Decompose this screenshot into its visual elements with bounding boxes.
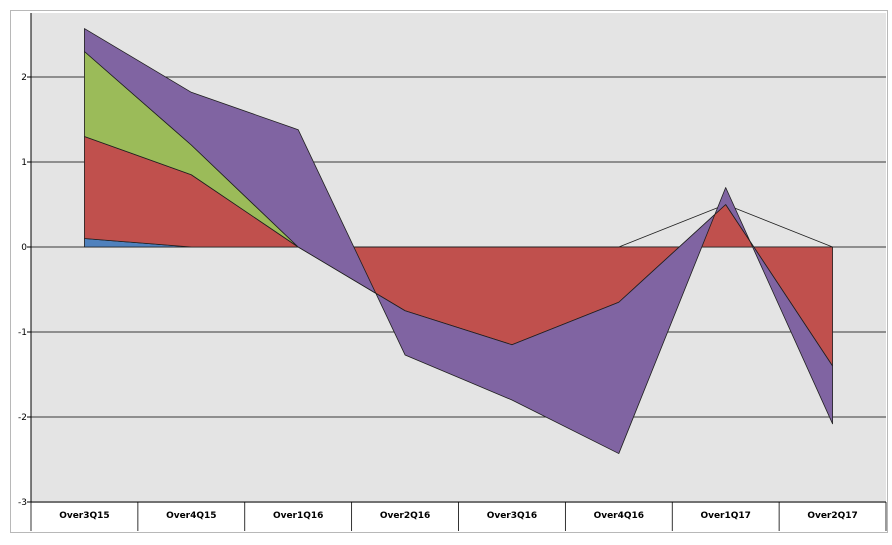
axes: 2 1 0 -1 -2 -3 Over3Q15 Over4Q15 Over1Q16 Over2Q1… (18, 13, 887, 531)
x-tick-label: Over4Q16 (594, 511, 645, 521)
y-tick-label: -2 (18, 413, 27, 423)
area-series (84, 28, 833, 454)
x-tick-label: Over3Q15 (59, 511, 110, 521)
y-tick-label: 0 (21, 243, 27, 253)
x-tick-label: Over1Q16 (273, 511, 324, 521)
y-tick-label: -3 (18, 498, 27, 508)
x-tick-label: Over1Q17 (700, 511, 751, 521)
x-tick-label: Over4Q15 (166, 511, 217, 521)
x-tick-label: Over2Q16 (380, 511, 431, 521)
x-tick-label: Over2Q17 (807, 511, 858, 521)
area-series-4 (84, 28, 833, 454)
y-tick-label: 1 (21, 158, 27, 168)
x-tick-label: Over3Q16 (487, 511, 538, 521)
y-tick-label: -1 (18, 328, 27, 338)
y-tick-label: 2 (21, 73, 27, 83)
